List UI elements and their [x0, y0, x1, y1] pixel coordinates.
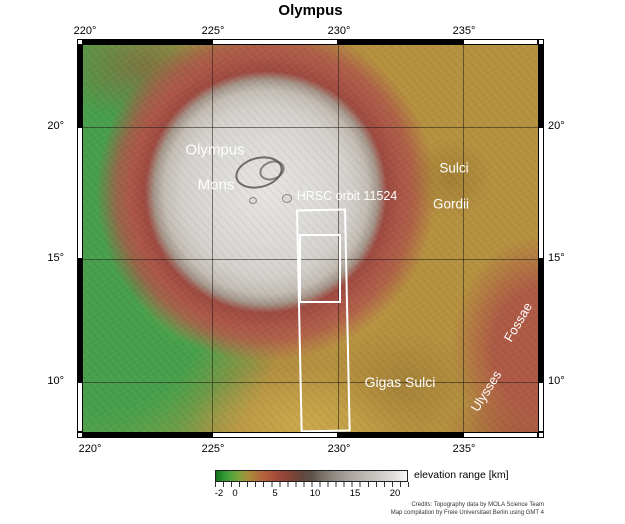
gridline-lon-235	[463, 45, 464, 432]
lat-label-right-15: 15°	[548, 252, 565, 264]
lon-label-top-220: 220°	[73, 25, 97, 37]
label-mons: Mons	[197, 176, 235, 194]
frame-segment	[538, 127, 544, 259]
frame-segment	[212, 432, 338, 438]
colorbar-tick-0: 0	[232, 488, 238, 499]
lat-label-left-15: 15°	[47, 252, 64, 264]
frame-segment	[77, 127, 83, 259]
colorbar-tick-20: 20	[389, 488, 401, 499]
lon-label-top-235: 235°	[452, 25, 476, 37]
frame-segment	[538, 382, 544, 432]
frame-edge-right	[538, 45, 544, 432]
frame-edge-bottom	[83, 432, 538, 438]
colorbar-tick-15: 15	[349, 488, 361, 499]
label-gordii: Gordii	[432, 196, 470, 212]
frame-segment	[83, 432, 212, 438]
frame-corner	[77, 432, 83, 438]
label-olympus: Olympus	[185, 141, 245, 159]
lon-label-top-225: 225°	[201, 25, 225, 37]
lon-label-bottom-235: 235°	[452, 443, 476, 455]
map-frame: Olympus Mons HRSC orbit 11524 Sulci Gord…	[77, 39, 544, 438]
lat-label-left-20: 20°	[47, 120, 64, 132]
credits-line-2: Map compilation by Freie Universitaet Be…	[390, 509, 544, 516]
label-sulci: Sulci	[439, 160, 469, 176]
page-title: Olympus	[278, 2, 343, 19]
frame-segment	[77, 45, 83, 127]
frame-edge-top	[83, 39, 538, 45]
credits: Credits: Topography data by MOLA Science…	[391, 502, 544, 517]
frame-segment	[77, 259, 83, 382]
gridline-lat-15	[83, 259, 538, 260]
frame-segment	[538, 45, 544, 127]
credits-line-1: Credits: Topography data by MOLA Science…	[411, 502, 544, 508]
colorbar-tick-10: 10	[309, 488, 321, 499]
frame-segment	[77, 382, 83, 432]
lat-label-right-10: 10°	[548, 375, 565, 387]
lat-label-right-20: 20°	[548, 120, 565, 132]
frame-segment	[338, 432, 463, 438]
hrsc-orbit-inner-outline	[299, 234, 341, 303]
colorbar-tick-5: 5	[272, 488, 278, 499]
terrain-texture	[83, 45, 538, 432]
frame-segment	[83, 39, 212, 45]
colorbar-tick-marks	[215, 482, 409, 487]
label-gigas-sulci: Gigas Sulci	[364, 374, 436, 390]
gridline-lon-225	[212, 45, 213, 432]
frame-segment	[463, 432, 538, 438]
colorbar-tick--2: -2	[214, 488, 224, 499]
frame-edge-left	[77, 45, 83, 432]
small-crater	[282, 194, 292, 203]
colorbar-label: elevation range [km]	[414, 469, 509, 481]
frame-segment	[338, 39, 463, 45]
frame-corner	[77, 39, 83, 45]
gridline-lat-20	[83, 127, 538, 128]
label-hrsc-orbit: HRSC orbit 11524	[296, 189, 398, 203]
topography-map-canvas: Olympus Mons HRSC orbit 11524 Sulci Gord…	[83, 45, 538, 432]
lat-label-left-10: 10°	[47, 375, 64, 387]
frame-segment	[538, 259, 544, 382]
lon-label-bottom-230: 230°	[327, 443, 351, 455]
frame-segment	[212, 39, 338, 45]
frame-corner	[538, 39, 544, 45]
small-crater	[249, 197, 257, 204]
gridline-lat-10	[83, 382, 538, 383]
lon-label-top-230: 230°	[327, 25, 351, 37]
elevation-colorbar	[215, 470, 408, 482]
lon-label-bottom-225: 225°	[201, 443, 225, 455]
gridline-lon-230	[338, 45, 339, 432]
lon-label-bottom-220: 220°	[78, 443, 102, 455]
frame-corner	[538, 432, 544, 438]
frame-segment	[463, 39, 538, 45]
